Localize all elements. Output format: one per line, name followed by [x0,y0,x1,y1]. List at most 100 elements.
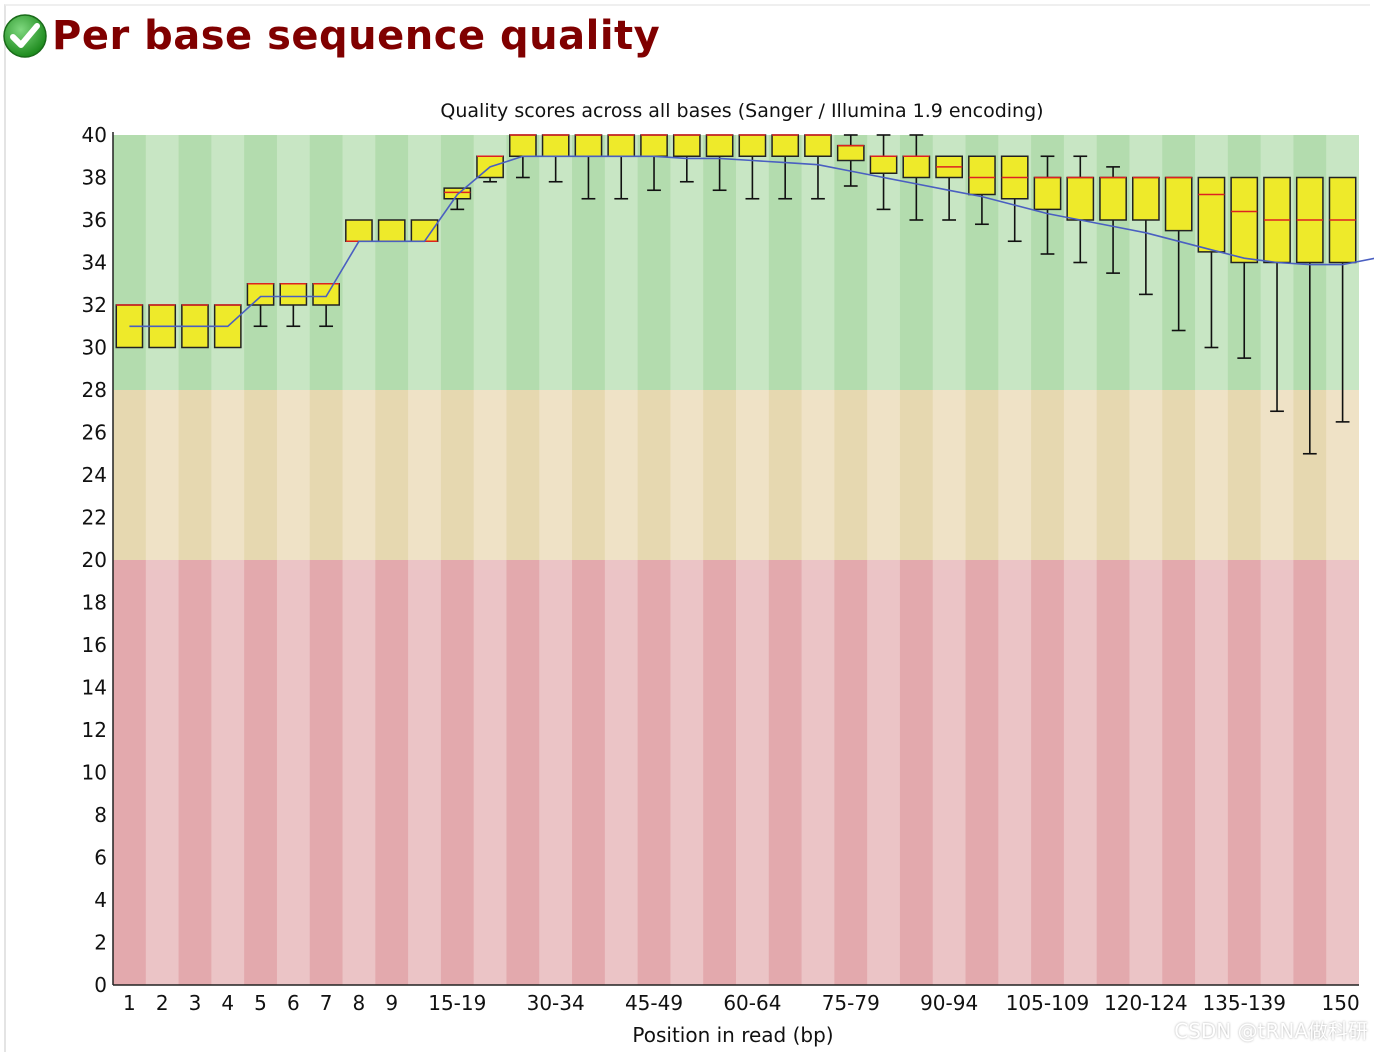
iqr-box [640,134,668,157]
iqr-box [1033,176,1062,211]
box-position-20-24 [476,155,504,183]
stripe-warning [801,390,835,560]
axes [112,132,1359,986]
box-position-9 [377,219,406,243]
stripe-poor [1129,560,1163,985]
box-position-40-44 [607,134,636,200]
box-position-8 [345,219,373,243]
iqr-box [279,283,308,306]
x-tick-label: 4 [221,991,234,1015]
stripe-poor [539,560,573,985]
stripe-good [276,135,310,390]
x-tick-labels: 1 2 3 4 5 6 7 8 9 15-19 30-34 45-49 60-64 75-79 90-94 1… [123,991,1360,1015]
x-tick-label: 75-79 [822,991,880,1015]
box-position-7 [312,282,340,328]
box-position-55-59 [705,134,734,192]
y-tick-label: 14 [82,676,107,700]
x-tick-label: 8 [353,991,366,1015]
iqr-box [968,155,996,196]
stripe-poor [145,560,179,985]
y-tick-label: 2 [94,931,107,955]
x-tick-label: 7 [320,991,333,1015]
box-position-15-19 [443,187,472,211]
y-tick-label: 26 [82,421,107,445]
box-position-6 [279,282,308,328]
y-tick-label: 24 [82,463,107,487]
stripe-warning [211,390,245,560]
y-tick-label: 10 [82,761,107,785]
iqr-box [246,283,275,306]
y-tick-label: 0 [94,973,107,997]
x-tick-label: 6 [287,991,300,1015]
x-tick-label: 150 [1322,991,1360,1015]
box-position-5 [246,282,275,328]
stripe-poor [604,560,638,985]
iqr-box [509,134,537,157]
stripe-warning [867,390,900,560]
iqr-box [410,219,439,242]
stripe-warning [1063,390,1097,560]
y-tick-label: 38 [82,166,107,190]
x-tick-label: 1 [123,991,136,1015]
iqr-box [377,219,406,242]
box-position-150 [1328,176,1357,423]
box-position-60-64 [738,134,767,200]
y-tick-label: 12 [82,718,107,742]
position-stripes [145,135,1359,985]
stripe-poor [342,560,376,985]
iqr-box [1197,176,1226,253]
stripe-poor [211,560,245,985]
box-position-130-134 [1197,176,1226,349]
box-position-135-139 [1230,176,1259,359]
iqr-box [738,134,767,157]
stripe-poor [1326,560,1359,985]
box-position-85-89 [902,134,931,221]
stripe-poor [736,560,769,985]
stripe-warning [342,390,376,560]
box-position-105-109 [1033,155,1062,255]
stripe-good [408,135,441,390]
stripe-warning [145,390,179,560]
stripe-good [145,135,179,390]
box-position-125-129 [1164,176,1193,332]
stripe-warning [998,390,1032,560]
x-tick-label: 5 [254,991,267,1015]
box-position-95-99 [968,155,996,226]
stripe-poor [932,560,966,985]
stripe-poor [1260,560,1294,985]
iqr-box [1066,176,1095,221]
x-tick-label: 120-124 [1104,991,1188,1015]
stripe-warning [932,390,966,560]
y-tick-label: 16 [82,633,107,657]
box-position-120-124 [1132,176,1160,296]
box-position-145-149 [1295,176,1324,455]
stripe-good [211,135,245,390]
x-tick-label: 45-49 [625,991,683,1015]
stripe-poor [408,560,441,985]
y-tick-label: 20 [82,548,107,572]
y-tick-label: 18 [82,591,107,615]
stripe-warning [1195,390,1228,560]
iqr-box [705,134,734,157]
stripe-good [342,135,376,390]
x-tick-label: 2 [156,991,169,1015]
box-position-90-94 [935,155,963,221]
y-tick-label: 36 [82,208,107,232]
chart-title: Quality scores across all bases (Sanger … [440,100,1043,122]
box-position-75-79 [836,134,865,187]
stripe-warning [539,390,573,560]
x-tick-label: 9 [385,991,398,1015]
box-position-100-104 [1000,155,1029,243]
iqr-box [804,134,832,157]
stripe-warning [1129,390,1163,560]
x-tick-label: 105-109 [1006,991,1090,1015]
box-position-50-54 [672,134,701,183]
y-tick-label: 30 [82,336,107,360]
x-tick-label: 30-34 [527,991,585,1015]
mean-quality-line [129,155,1374,328]
stripe-warning [670,390,704,560]
stripe-poor [276,560,310,985]
stripe-warning [1260,390,1294,560]
box-position-80-84 [869,134,898,211]
